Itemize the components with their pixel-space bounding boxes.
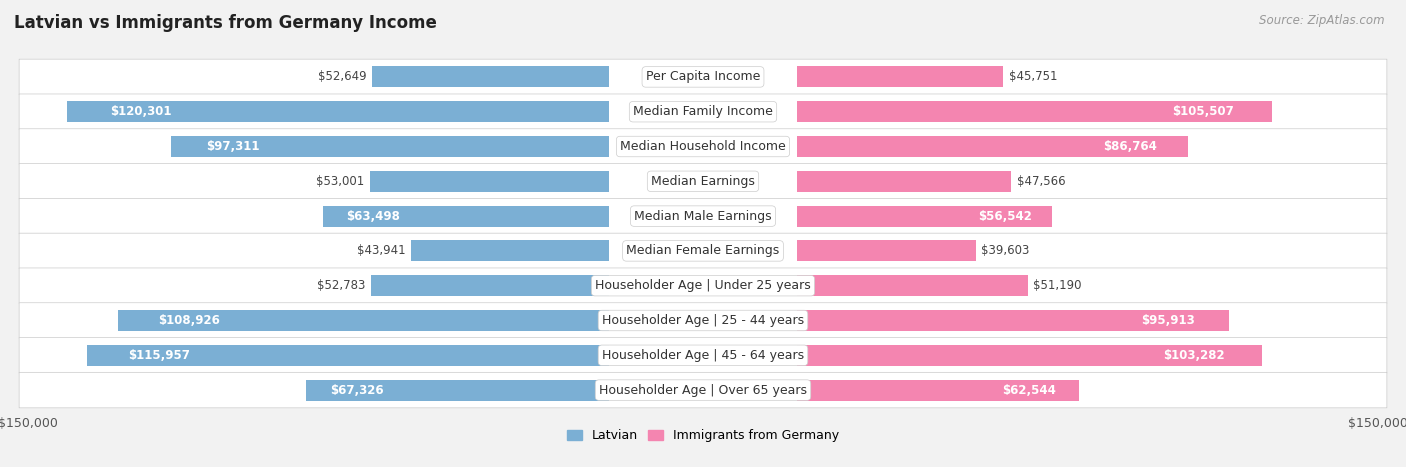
FancyBboxPatch shape <box>20 303 1386 338</box>
Text: Householder Age | 45 - 64 years: Householder Age | 45 - 64 years <box>602 349 804 362</box>
Text: $39,603: $39,603 <box>981 244 1029 257</box>
FancyBboxPatch shape <box>20 233 1386 269</box>
Text: Median Female Earnings: Median Female Earnings <box>627 244 779 257</box>
Bar <box>67 101 609 122</box>
Text: Median Household Income: Median Household Income <box>620 140 786 153</box>
Text: $97,311: $97,311 <box>205 140 259 153</box>
Bar <box>797 310 1229 331</box>
Text: $115,957: $115,957 <box>128 349 190 362</box>
Text: $47,566: $47,566 <box>1017 175 1066 188</box>
FancyBboxPatch shape <box>20 59 1386 95</box>
Text: $45,751: $45,751 <box>1008 71 1057 84</box>
Text: $86,764: $86,764 <box>1102 140 1157 153</box>
Text: Householder Age | 25 - 44 years: Householder Age | 25 - 44 years <box>602 314 804 327</box>
Bar <box>797 345 1263 366</box>
Bar <box>370 171 609 192</box>
Bar <box>371 66 609 87</box>
Bar <box>170 136 609 157</box>
Text: $43,941: $43,941 <box>357 244 405 257</box>
Bar <box>118 310 609 331</box>
Text: Median Earnings: Median Earnings <box>651 175 755 188</box>
Bar <box>305 380 609 401</box>
FancyBboxPatch shape <box>20 372 1386 408</box>
FancyBboxPatch shape <box>20 338 1386 373</box>
Text: $67,326: $67,326 <box>330 383 384 396</box>
Text: $108,926: $108,926 <box>157 314 219 327</box>
Legend: Latvian, Immigrants from Germany: Latvian, Immigrants from Germany <box>562 425 844 447</box>
FancyBboxPatch shape <box>20 129 1386 164</box>
Text: $52,783: $52,783 <box>318 279 366 292</box>
Bar <box>797 101 1272 122</box>
Text: Householder Age | Under 25 years: Householder Age | Under 25 years <box>595 279 811 292</box>
Bar <box>371 275 609 296</box>
Text: $95,913: $95,913 <box>1140 314 1195 327</box>
FancyBboxPatch shape <box>20 198 1386 234</box>
Bar <box>797 66 1004 87</box>
Bar <box>797 241 976 262</box>
Text: Median Family Income: Median Family Income <box>633 105 773 118</box>
Text: Per Capita Income: Per Capita Income <box>645 71 761 84</box>
Text: $120,301: $120,301 <box>111 105 172 118</box>
Text: $53,001: $53,001 <box>316 175 364 188</box>
FancyBboxPatch shape <box>20 94 1386 129</box>
Text: $105,507: $105,507 <box>1173 105 1234 118</box>
Bar <box>797 380 1078 401</box>
Bar <box>797 136 1188 157</box>
Text: $103,282: $103,282 <box>1163 349 1225 362</box>
Text: Source: ZipAtlas.com: Source: ZipAtlas.com <box>1260 14 1385 27</box>
Bar <box>323 205 609 226</box>
Text: $52,649: $52,649 <box>318 71 366 84</box>
Bar <box>87 345 609 366</box>
Text: $51,190: $51,190 <box>1033 279 1081 292</box>
Text: Latvian vs Immigrants from Germany Income: Latvian vs Immigrants from Germany Incom… <box>14 14 437 32</box>
Text: Householder Age | Over 65 years: Householder Age | Over 65 years <box>599 383 807 396</box>
FancyBboxPatch shape <box>20 268 1386 304</box>
Bar <box>797 205 1052 226</box>
Text: $63,498: $63,498 <box>346 210 399 223</box>
Text: Median Male Earnings: Median Male Earnings <box>634 210 772 223</box>
Bar <box>797 171 1011 192</box>
Text: $56,542: $56,542 <box>977 210 1032 223</box>
Text: $62,544: $62,544 <box>1002 383 1056 396</box>
Bar <box>797 275 1028 296</box>
Bar <box>411 241 609 262</box>
FancyBboxPatch shape <box>20 163 1386 199</box>
